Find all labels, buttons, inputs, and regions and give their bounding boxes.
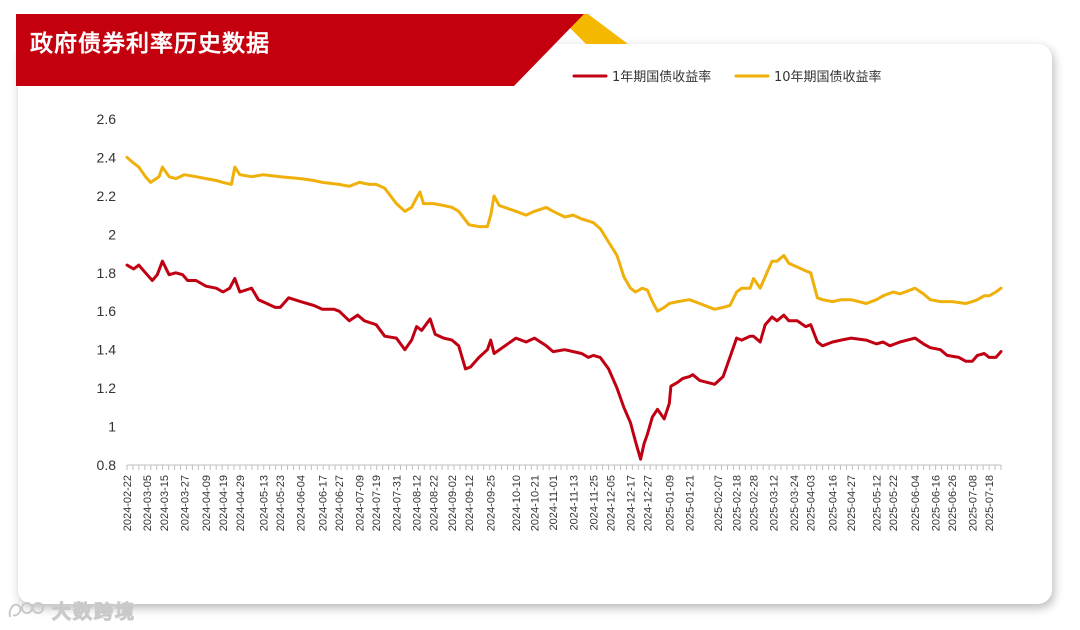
- x-tick-label: 2024-09-25: [486, 475, 498, 531]
- banner-shape: [16, 14, 628, 86]
- legend-label-1y: 1年期国债收益率: [612, 69, 711, 85]
- x-tick-label: 2024-11-25: [588, 475, 600, 530]
- x-tick-label: 2024-03-15: [159, 475, 171, 531]
- x-tick-label: 2024-04-09: [201, 475, 213, 531]
- x-tick-label: 2024-07-19: [371, 475, 383, 531]
- title-banner: 政府债券利率历史数据: [0, 0, 640, 90]
- x-tick-label: 2024-05-13: [258, 475, 270, 531]
- x-tick-label: 2025-04-27: [846, 475, 858, 531]
- x-tick-label: 2024-12-17: [626, 475, 638, 531]
- y-tick-label: 2.6: [97, 111, 117, 127]
- x-tick-label: 2025-05-12: [871, 475, 883, 531]
- y-tick-label: 0.8: [97, 457, 117, 473]
- x-tick-label: 2025-07-18: [984, 475, 996, 531]
- y-tick-label: 2: [108, 226, 116, 242]
- x-tick-label: 2025-04-16: [828, 475, 840, 531]
- x-tick-label: 2024-06-27: [334, 475, 346, 531]
- watermark-logo-icon: [8, 602, 44, 618]
- watermark: 大数跨境: [6, 596, 136, 624]
- x-tick-label: 2024-11-13: [568, 475, 580, 530]
- x-tick-label: 2025-06-26: [947, 475, 959, 531]
- y-tick-label: 1.8: [97, 265, 117, 281]
- banner-red-shape: [16, 14, 584, 86]
- page-title: 政府债券利率历史数据: [30, 31, 270, 57]
- x-tick-label: 2024-10-10: [511, 475, 523, 531]
- x-tick-label: 2025-06-16: [930, 475, 942, 531]
- series-line-1y: [125, 259, 1003, 461]
- x-tick-label: 2024-07-31: [391, 475, 403, 531]
- x-tick-label: 2025-03-12: [769, 475, 781, 531]
- x-tick-label: 2025-06-04: [910, 475, 922, 531]
- y-tick-label: 2.2: [97, 188, 117, 204]
- x-tick-label: 2024-06-17: [317, 475, 329, 531]
- x-tick-label: 2025-02-28: [748, 475, 760, 531]
- x-tick-label: 2024-11-01: [548, 475, 560, 530]
- x-tick-label: 2025-03-24: [789, 475, 801, 531]
- axes-layer: 0.8 1 1.2 1.4 1.6 1.8 2 2.2 2.4 2.6 2024-02-22 2024…: [97, 111, 1002, 531]
- x-tick-label: 2025-01-21: [684, 475, 696, 531]
- x-tick-label: 2024-08-22: [428, 475, 440, 531]
- x-tick-label: 2024-07-09: [354, 475, 366, 531]
- legend-label-10y: 10年期国债收益率: [774, 69, 882, 85]
- x-tick-label: 2024-04-19: [218, 475, 230, 531]
- y-tick-label: 1.2: [97, 380, 117, 396]
- series-line-10y: [125, 155, 1003, 313]
- x-tick-label: 2024-08-12: [412, 475, 424, 531]
- x-tick-label: 2025-02-07: [713, 475, 725, 531]
- series-layer: [125, 155, 1003, 461]
- watermark-text: 大数跨境: [51, 600, 137, 623]
- x-tick-label: 2024-12-27: [642, 475, 654, 531]
- x-tick-label: 2024-06-04: [295, 475, 307, 531]
- x-tick-label: 2025-02-18: [732, 475, 744, 531]
- x-tick-label: 2024-03-05: [142, 475, 154, 531]
- y-tick-label: 1.6: [97, 303, 117, 319]
- y-tick-label: 1.4: [97, 342, 117, 358]
- y-tick-label: 2.4: [97, 149, 117, 165]
- y-tick-label: 1: [108, 419, 116, 435]
- x-tick-label: 2025-04-03: [806, 475, 818, 531]
- x-tick-label: 2024-03-27: [179, 475, 191, 531]
- x-tick-label: 2025-01-09: [664, 475, 676, 531]
- x-tick-label: 2025-07-08: [967, 475, 979, 531]
- x-tick-label: 2024-09-02: [447, 475, 459, 531]
- x-tick-label: 2025-05-22: [888, 475, 900, 531]
- x-tick-label: 2024-02-22: [122, 475, 134, 531]
- x-tick-label: 2024-12-05: [605, 475, 617, 531]
- legend: 1年期国债收益率 10年期国债收益率: [572, 69, 882, 85]
- x-tick-label: 2024-05-23: [275, 475, 287, 531]
- x-tick-label: 2024-09-12: [464, 475, 476, 531]
- x-tick-label: 2024-04-29: [235, 475, 247, 531]
- chart-card: [18, 44, 1052, 604]
- x-tick-label: 2024-10-21: [530, 475, 542, 531]
